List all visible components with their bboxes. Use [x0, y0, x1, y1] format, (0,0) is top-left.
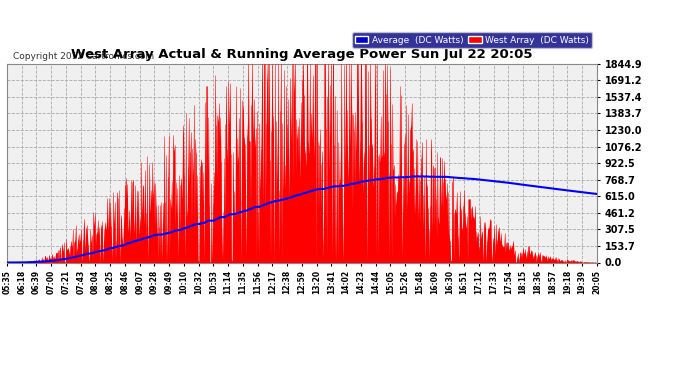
Title: West Array Actual & Running Average Power Sun Jul 22 20:05: West Array Actual & Running Average Powe… — [71, 48, 533, 61]
Legend: Average  (DC Watts), West Array  (DC Watts): Average (DC Watts), West Array (DC Watts… — [352, 33, 592, 48]
Text: Copyright 2012 Cartronics.com: Copyright 2012 Cartronics.com — [13, 52, 154, 61]
